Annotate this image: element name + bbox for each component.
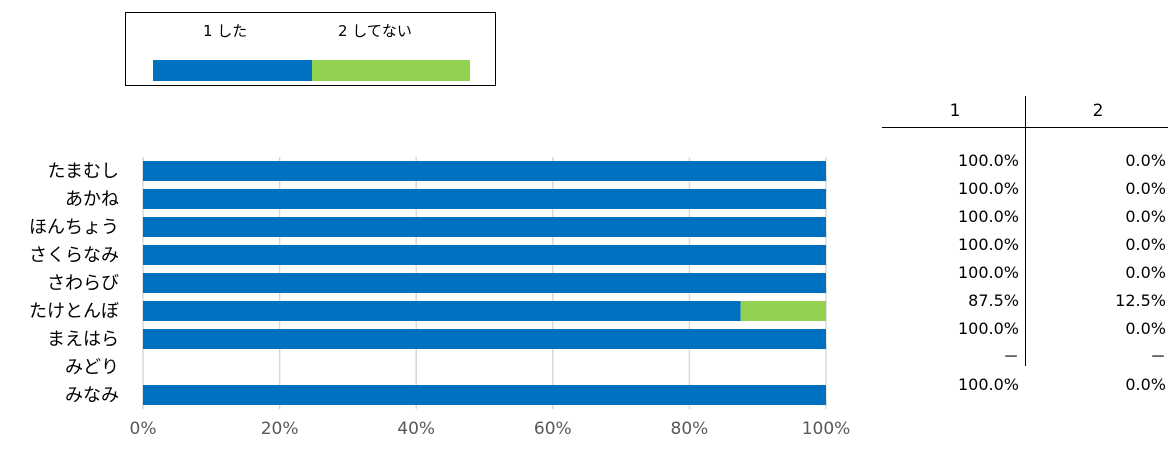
bar-segment-series-1 bbox=[143, 245, 826, 265]
category-label: みどり bbox=[65, 357, 119, 378]
table-cell-col2: 0.0% bbox=[1125, 375, 1166, 394]
table-cell-col1: 100.0% bbox=[957, 235, 1019, 254]
chart-legend: 1 した 2 してない bbox=[125, 12, 496, 86]
bar-segment-series-1 bbox=[143, 301, 741, 321]
bar-segment-series-1 bbox=[143, 329, 826, 349]
category-label: さくらなみ bbox=[29, 245, 119, 266]
legend-label-1: 1 した bbox=[203, 22, 248, 40]
table-header-2: 2 bbox=[1092, 101, 1104, 121]
table-cell-col1: 100.0% bbox=[957, 151, 1019, 170]
x-tick-label: 80% bbox=[671, 419, 709, 439]
table-cell-col2: 12.5% bbox=[1115, 291, 1166, 310]
category-label: みなみ bbox=[65, 385, 119, 406]
table-header-1: 1 bbox=[949, 101, 961, 121]
table-cell-col1: 87.5% bbox=[968, 291, 1019, 310]
legend-swatch-1 bbox=[153, 60, 312, 81]
category-label: たけとんぼ bbox=[29, 301, 119, 322]
table-column-divider bbox=[1025, 96, 1026, 366]
table-cell-col1: 100.0% bbox=[957, 207, 1019, 226]
x-tick-label: 60% bbox=[534, 419, 572, 439]
table-cell-col2: 0.0% bbox=[1125, 263, 1166, 282]
x-tick-label: 0% bbox=[130, 419, 157, 439]
category-label: たまむし bbox=[48, 161, 119, 182]
table-cell-col2: 0.0% bbox=[1125, 235, 1166, 254]
legend-swatch-2 bbox=[312, 60, 470, 81]
bar-segment-series-1 bbox=[143, 273, 826, 293]
table-cell-col1: 100.0% bbox=[957, 375, 1019, 394]
bar-segment-series-1 bbox=[143, 217, 826, 237]
table-cell-col1: 100.0% bbox=[957, 263, 1019, 282]
category-label: さわらび bbox=[47, 273, 119, 294]
bar-segment-series-2 bbox=[740, 301, 826, 321]
table-cell-col1: － bbox=[1002, 347, 1019, 366]
category-label: ほんちょう bbox=[29, 217, 119, 238]
legend-label-2: 2 してない bbox=[338, 22, 412, 40]
table-cell-col2: 0.0% bbox=[1125, 207, 1166, 226]
table-cell-col2: 0.0% bbox=[1125, 179, 1166, 198]
bar-segment-series-1 bbox=[143, 161, 826, 181]
category-label: あかね bbox=[65, 189, 119, 210]
table-cell-col2: 0.0% bbox=[1125, 319, 1166, 338]
x-tick-label: 20% bbox=[261, 419, 299, 439]
category-label: まえはら bbox=[47, 329, 119, 350]
bar-segment-series-1 bbox=[143, 385, 826, 405]
table-cell-col1: 100.0% bbox=[957, 179, 1019, 198]
table-cell-col2: 0.0% bbox=[1125, 151, 1166, 170]
x-tick-label: 100% bbox=[802, 419, 851, 439]
bar-chart: 0% 20% 40% 60% 80% 100% たまむしあかねほんちょうさくらなみさわらびた… bbox=[29, 157, 851, 439]
table-cell-col2: － bbox=[1149, 347, 1166, 366]
table-cell-col1: 100.0% bbox=[957, 319, 1019, 338]
bar-segment-series-1 bbox=[143, 189, 826, 209]
x-tick-label: 40% bbox=[397, 419, 435, 439]
